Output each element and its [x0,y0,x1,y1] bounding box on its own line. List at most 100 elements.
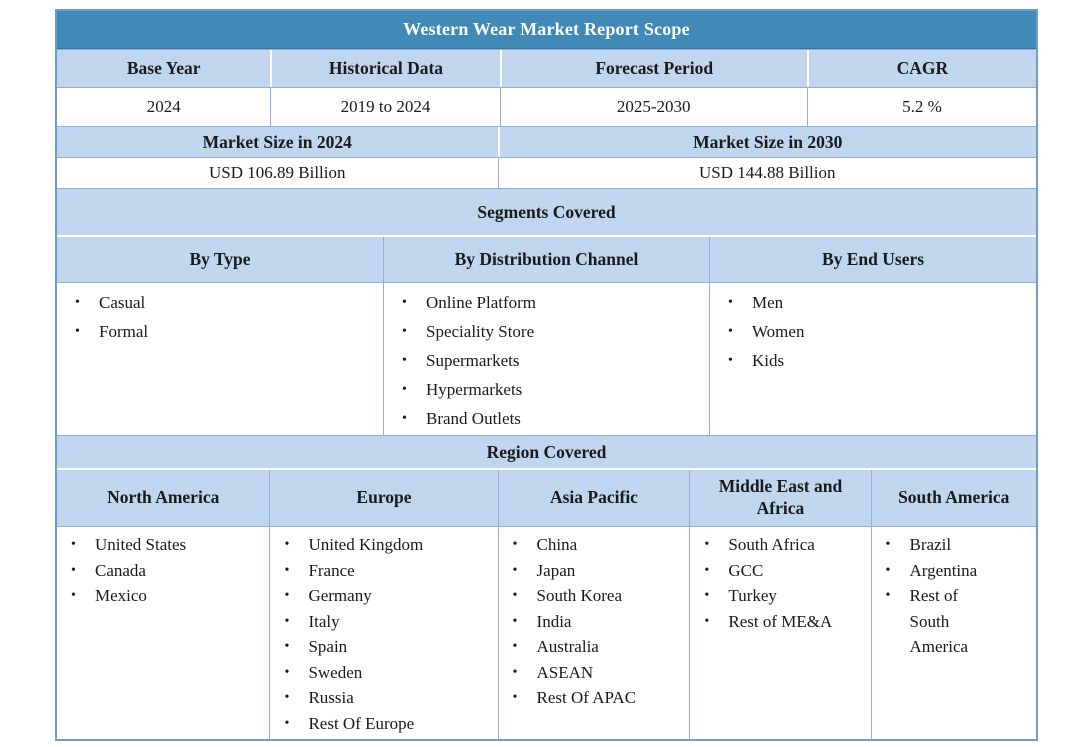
bullet-icon: • [71,537,76,552]
header-market-size-2030: Market Size in 2030 [497,127,1036,157]
header-middle-east-africa: Middle East and Africa [689,470,871,526]
list-item: • Brand Outlets [398,404,705,433]
list-item: • Germany [280,583,493,609]
segments-list-row: • Casual • Formal • Online Platform • Specia… [57,282,1036,435]
bullet-icon: • [284,537,290,552]
bullet-icon: • [284,613,290,629]
bullet-icon: • [512,690,518,705]
bullet-icon: • [75,324,80,339]
list-item: • United States [67,532,265,558]
header-asia-pacific: Asia Pacific [497,470,690,526]
segment-item: Casual [99,293,146,312]
region-item: France [308,560,355,580]
table-title-row: Western Wear Market Report Scope [57,11,1036,49]
overview-value-row: 2024 2019 to 2024 2025-2030 5.2 % [57,87,1036,126]
region-item: Rest of South America [909,586,969,656]
header-north-america: North America [57,470,270,526]
bullet-icon: • [704,537,710,552]
list-item: • France [280,558,493,584]
segment-item: Online Platform [426,293,537,312]
region-item: Rest Of Europe [308,713,415,733]
value-forecast-period: 2025-2030 [499,88,807,126]
list-item: • Men [724,288,1032,317]
list-item: • Casual [71,288,379,317]
bullet-icon: • [512,664,518,680]
header-by-end-users: By End Users [709,237,1036,282]
segments-header-row: By Type By Distribution Channel By End U… [57,235,1036,282]
region-item: India [536,611,572,631]
region-item: GCC [728,560,764,580]
list-item: • Brazil [882,532,1032,558]
list-item: • South Africa [700,532,866,558]
bullet-icon: • [728,295,733,310]
list-item: • Kids [724,346,1032,375]
list-item: • Hypermarkets [398,375,705,404]
value-historical-data: 2019 to 2024 [270,88,500,126]
market-size-header-row: Market Size in 2024 Market Size in 2030 [57,126,1036,157]
value-base-year: 2024 [57,88,271,126]
region-item: Canada [95,560,146,580]
list-item: • Argentina [882,558,1032,584]
europe-list: • United Kingdom • France • Germany • Italy … [269,527,498,739]
list-item: • Online Platform [398,288,705,317]
market-size-value-row: USD 106.89 Billion USD 144.88 Billion [57,157,1036,188]
region-item: Russia [308,688,354,707]
region-item: ASEAN [536,662,594,682]
region-item: Turkey [728,586,777,605]
list-item: • ASEAN [509,660,686,686]
bullet-icon: • [512,562,518,578]
bullet-icon: • [885,562,891,578]
segment-item: Kids [752,351,785,370]
header-europe: Europe [269,470,498,526]
bullet-icon: • [704,562,710,578]
list-item: • Women [724,317,1032,346]
list-item: • Supermarkets [398,346,705,375]
region-item: Germany [308,586,372,605]
north-america-list: • United States • Canada • Mexico [57,527,270,739]
region-item: United States [95,535,187,554]
bullet-icon: • [402,382,407,397]
segment-item: Brand Outlets [426,409,521,428]
list-item: • South Korea [509,583,686,609]
list-item: • GCC [700,558,866,584]
bullet-icon: • [402,411,407,426]
region-list-row: • United States • Canada • Mexico • United K… [57,526,1036,739]
list-item: • Italy [280,609,493,635]
bullet-icon: • [512,639,518,654]
list-item: • Formal [71,317,379,346]
page-title: Western Wear Market Report Scope [403,19,690,39]
region-item: Italy [308,611,340,631]
region-item: Brazil [909,535,952,554]
segment-item: Women [752,322,805,341]
segment-item: Formal [99,322,149,341]
bullet-icon: • [284,588,290,603]
header-market-size-2024: Market Size in 2024 [57,127,498,157]
bullet-icon: • [512,613,518,629]
segments-covered-banner: Segments Covered [57,188,1036,235]
list-item: • Mexico [67,583,265,609]
overview-header-row: Base Year Historical Data Forecast Perio… [57,49,1036,87]
header-by-type: By Type [57,237,383,282]
bullet-icon: • [885,537,891,552]
by-type-list: • Casual • Formal [57,283,383,435]
bullet-icon: • [402,295,407,310]
list-item: • Turkey [700,583,866,609]
segment-item: Supermarkets [426,351,520,370]
list-item: • Australia [509,634,686,660]
region-item: South Africa [728,535,815,554]
segment-item: Men [752,293,784,312]
bullet-icon: • [512,537,518,552]
bullet-icon: • [885,588,891,603]
list-item: • Sweden [280,660,493,686]
bullet-icon: • [284,715,290,731]
region-item: Spain [308,637,348,656]
bullet-icon: • [704,613,710,629]
bullet-icon: • [728,324,733,339]
list-item: • India [509,609,686,635]
list-item: • Rest Of APAC [509,685,686,711]
list-item: • Rest Of Europe [280,711,493,737]
list-item: • Canada [67,558,265,584]
segment-item: Speciality Store [426,322,535,341]
segment-item: Hypermarkets [426,380,523,399]
bullet-icon: • [284,664,290,680]
